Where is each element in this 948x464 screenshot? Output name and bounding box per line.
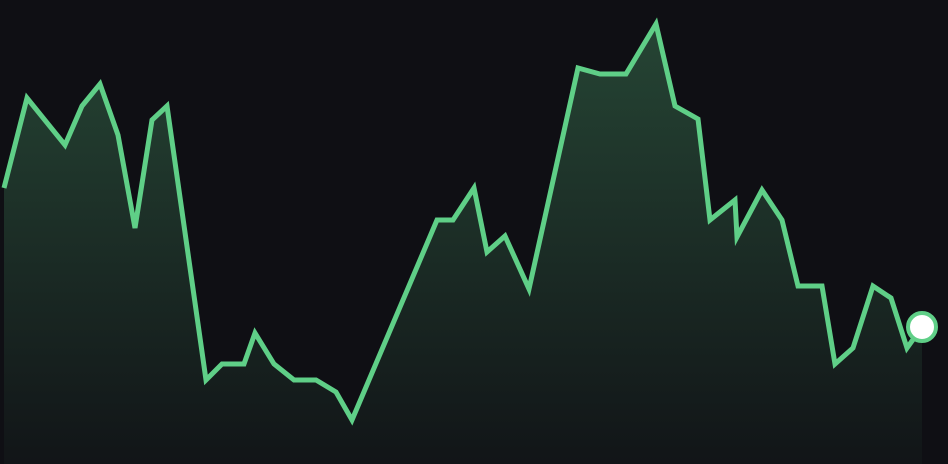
line: [1, 17, 925, 426]
area: [4, 24, 922, 464]
end-marker: [906, 311, 938, 343]
